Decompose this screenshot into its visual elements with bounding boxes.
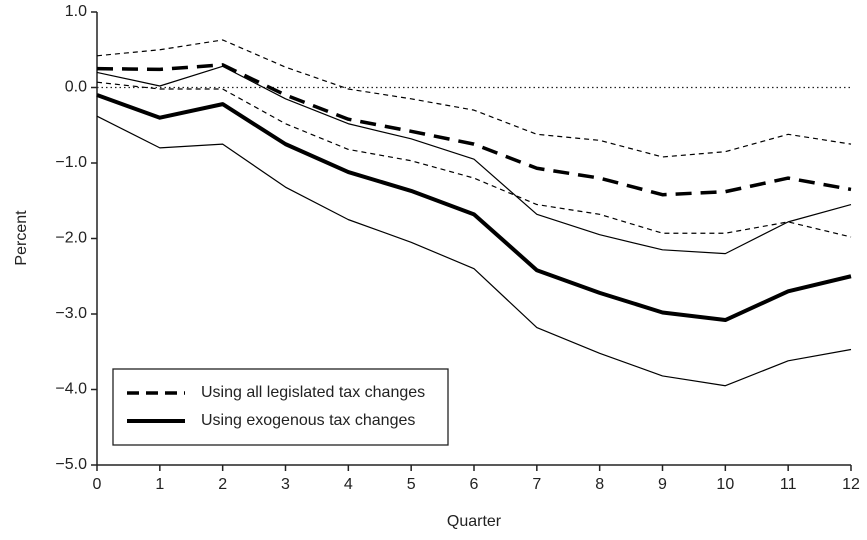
x-tick-label: 10	[716, 476, 734, 493]
series-line	[96, 39, 852, 158]
series-line	[96, 65, 852, 255]
legend-box	[112, 368, 449, 446]
x-tick-label: 6	[470, 476, 479, 493]
series-line	[96, 81, 852, 238]
legend-label: Using all legislated tax changes	[201, 384, 425, 401]
series-line	[96, 115, 852, 387]
x-tick-label: 8	[595, 476, 604, 493]
x-tick-label: 2	[218, 476, 227, 493]
x-tick-label: 1	[155, 476, 164, 493]
x-tick-label: 0	[93, 476, 102, 493]
y-tick-label: −5.0	[55, 456, 87, 473]
series-line	[96, 93, 852, 323]
x-tick-label: 4	[344, 476, 353, 493]
x-tick-label: 7	[532, 476, 541, 493]
x-axis-title: Quarter	[447, 513, 502, 530]
y-axis-title: Percent	[13, 210, 30, 266]
x-tick-label: 9	[658, 476, 667, 493]
x-tick-label: 11	[780, 476, 797, 493]
legend-label: Using exogenous tax changes	[201, 412, 415, 429]
y-tick-label: 1.0	[65, 3, 87, 20]
x-tick-label: 3	[281, 476, 290, 493]
series-line	[96, 63, 852, 197]
y-tick-label: 0.0	[65, 79, 87, 96]
x-tick-label: 5	[407, 476, 416, 493]
y-tick-label: −3.0	[55, 305, 87, 322]
y-tick-label: −2.0	[55, 230, 87, 247]
y-tick-label: −1.0	[55, 154, 87, 171]
y-tick-label: −4.0	[55, 381, 87, 398]
x-tick-label: 12	[842, 476, 860, 493]
